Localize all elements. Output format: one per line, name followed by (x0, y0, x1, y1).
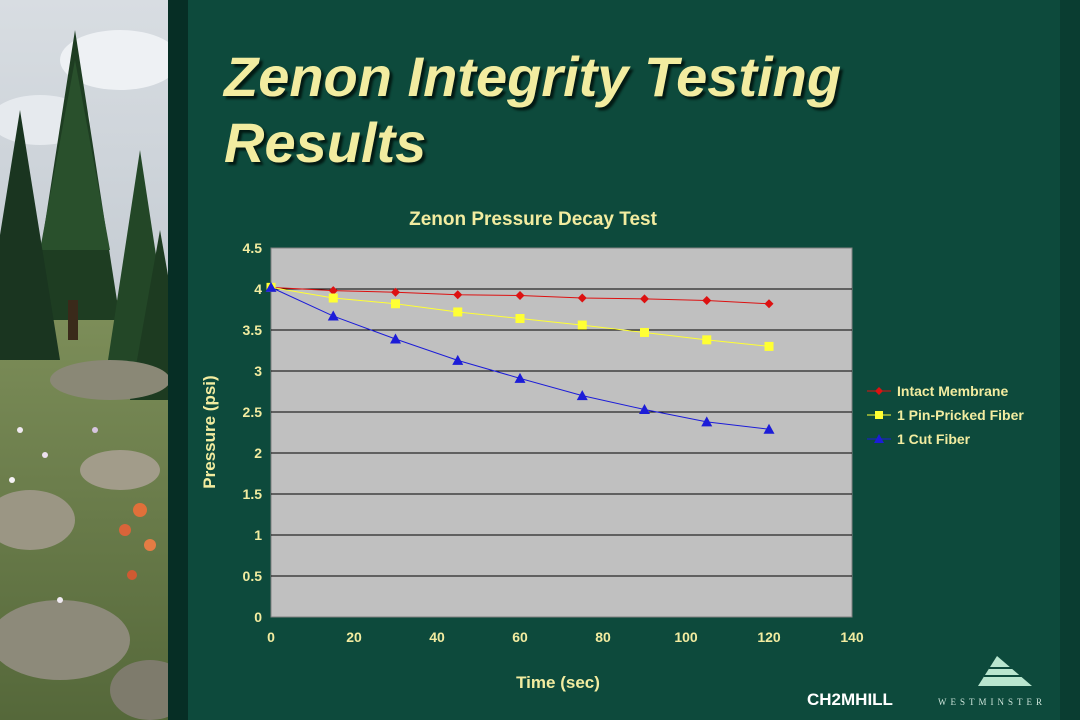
data-point (452, 354, 464, 365)
y-tick-label: 1.5 (243, 486, 263, 502)
x-tick-label: 80 (595, 629, 611, 645)
data-point (515, 314, 525, 324)
data-point (328, 293, 338, 303)
data-point (390, 333, 401, 344)
data-point (702, 335, 712, 345)
data-point (391, 299, 400, 309)
legend-marker (874, 434, 884, 443)
x-tick-label: 40 (429, 629, 445, 645)
legend-marker (875, 387, 883, 395)
legend-marker (875, 411, 883, 419)
y-tick-label: 4 (254, 281, 262, 297)
y-tick-label: 0 (254, 609, 262, 625)
y-tick-label: 0.5 (243, 568, 263, 584)
x-tick-label: 140 (840, 629, 864, 645)
y-tick-label: 2 (254, 445, 262, 461)
x-axis-label: Time (sec) (516, 673, 600, 692)
data-point (265, 281, 277, 292)
x-tick-label: 100 (674, 629, 698, 645)
x-tick-label: 120 (757, 629, 781, 645)
y-tick-label: 4.5 (243, 240, 263, 256)
data-point (576, 390, 588, 401)
data-point (327, 310, 339, 321)
westminster-logo-text: WESTMINSTER (938, 697, 1046, 707)
x-tick-label: 0 (267, 629, 275, 645)
y-tick-label: 1 (254, 527, 262, 543)
chart-title: Zenon Pressure Decay Test (409, 209, 657, 230)
data-point (515, 291, 525, 301)
pressure-decay-chart: Zenon Pressure Decay Test 0 0.5 1 1.5 2 2.5 3 3… (200, 209, 1024, 692)
right-edge-band (1060, 0, 1080, 720)
series-0 (266, 282, 774, 309)
landscape-photo (0, 0, 168, 720)
company-logo-text: CH2MHILL (807, 690, 893, 709)
legend-item: Intact Membrane (867, 383, 1008, 399)
dark-divider-band (168, 0, 188, 720)
x-tick-label: 60 (512, 629, 528, 645)
data-point (640, 294, 649, 304)
data-point (577, 320, 587, 330)
slide-title: Zenon Integrity Testing Results (224, 45, 842, 174)
data-point (453, 307, 463, 317)
data-point (702, 295, 712, 305)
series-2 (265, 281, 775, 434)
x-tick-label: 20 (346, 629, 362, 645)
y-tick-label: 2.5 (243, 404, 263, 420)
data-point (640, 327, 649, 337)
data-point (763, 423, 775, 434)
legend-label: 1 Cut Fiber (897, 431, 971, 447)
data-point (453, 290, 463, 300)
legend-label: 1 Pin-Pricked Fiber (897, 407, 1024, 423)
data-point (577, 293, 587, 303)
y-tick-label: 3.5 (243, 322, 263, 338)
data-point (514, 372, 526, 383)
legend-item: 1 Cut Fiber (867, 431, 971, 447)
data-point (764, 299, 774, 309)
data-point (701, 416, 713, 427)
data-point (328, 286, 338, 296)
data-point (391, 287, 400, 297)
y-axis-label: Pressure (psi) (200, 375, 219, 488)
data-point (764, 341, 774, 351)
y-tick-label: 3 (254, 363, 262, 379)
westminster-logo-icon (978, 656, 1032, 686)
plot-area (270, 247, 853, 618)
legend-label: Intact Membrane (897, 383, 1008, 399)
data-point (639, 404, 650, 415)
legend-item: 1 Pin-Pricked Fiber (867, 407, 1024, 423)
